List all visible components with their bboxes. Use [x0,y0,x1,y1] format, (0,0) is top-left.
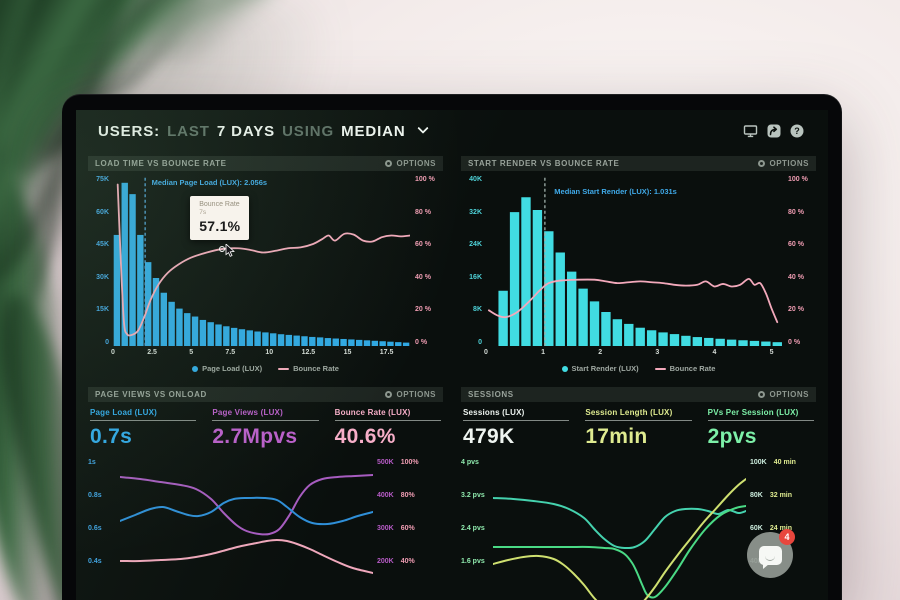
line-point-marker [219,245,226,252]
panel-header: SESSIONS OPTIONS [461,387,816,402]
y-axis-left: 40K 32K 24K 16K 8K 0 [469,176,482,346]
x-tick-label: 5 [189,349,194,356]
gear-icon [385,160,393,167]
panel-page-views: PAGE VIEWS VS ONLOAD OPTIONS Page Load (… [88,387,443,600]
y-axis-right: 100 % 80 % 60 % 40 % 20 % 0 % [788,176,808,346]
gear-icon [758,391,766,398]
x-tick-label: 12.5 [301,349,316,356]
median-annotation: Median Start Render (LUX): 1.031s [554,187,677,196]
x-tick-label: 5 [769,349,774,356]
sessions-chart[interactable]: 4 pvs 3.2 pvs 2.4 pvs 1.6 pvs 100K 40 min 80… [461,457,816,600]
x-tick-label: 1 [541,349,546,356]
metric-page-views: Page Views (LUX) 2.7Mpvs [212,408,319,449]
dashboard-title-dropdown[interactable]: USERS: LAST 7 DAYS USING MEDIAN [98,122,429,140]
panel-title: START RENDER VS BOUNCE RATE [468,159,620,168]
notification-badge: 4 [779,529,795,545]
panel-start-render: START RENDER VS BOUNCE RATE OPTIONS 40K 3… [461,156,816,373]
chat-widget-button[interactable]: 4 [747,529,795,578]
y-axis-right: 100 % 80 % 60 % 40 % 20 % 0 % [415,176,435,346]
svg-text:?: ? [794,126,800,136]
x-tick-label: 10 [265,349,274,356]
gear-icon [758,160,766,167]
panel-header: LOAD TIME VS BOUNCE RATE OPTIONS [88,156,443,171]
panel-header: START RENDER VS BOUNCE RATE OPTIONS [461,156,816,171]
page-views-chart[interactable]: 1s 0.8s 0.6s 0.4s 500K 100% 400K 80% 300K 60% … [88,457,443,600]
title-metric: MEDIAN [341,122,406,140]
options-button[interactable]: OPTIONS [385,159,436,168]
x-tick-label: 4 [712,349,717,356]
laptop-bezel: USERS: LAST 7 DAYS USING MEDIAN ? [62,94,842,600]
options-label: OPTIONS [396,390,436,399]
metric-row: Sessions (LUX) 479K Session Length (LUX)… [461,408,816,449]
y-axis-left: 75K 60K 45K 30K 15K 0 [96,176,109,346]
start-render-chart[interactable]: Median Start Render (LUX): 1.031s [486,176,783,346]
options-button[interactable]: OPTIONS [758,390,809,399]
panel-title: PAGE VIEWS VS ONLOAD [95,390,207,399]
chart-legend: Page Load (LUX) Bounce Rate [88,364,443,373]
options-button[interactable]: OPTIONS [758,159,809,168]
panel-title: LOAD TIME VS BOUNCE RATE [95,159,227,168]
median-annotation: Median Page Load (LUX): 2.056s [151,178,268,187]
chevron-down-icon [416,122,429,134]
legend-line-icon [278,367,290,370]
legend-line-icon [654,367,666,370]
x-tick-label: 0 [111,349,115,356]
chart-legend: Start Render (LUX) Bounce Rate [461,364,816,373]
x-axis: 0 1 2 3 4 5 [484,349,783,360]
panel-sessions: SESSIONS OPTIONS Sessions (LUX) 479K Ses… [461,387,816,600]
title-using-label: USING [282,122,335,140]
x-tick-label: 2.5 [147,349,157,356]
metric-pvs-per-session: PVs Per Session (LUX) 2pvs [707,408,814,449]
metric-row: Page Load (LUX) 0.7s Page Views (LUX) 2.… [88,408,443,449]
panel-load-time: LOAD TIME VS BOUNCE RATE OPTIONS 75K 60K 4… [88,156,443,373]
title-users-label: USERS: [98,122,161,140]
legend-dot-icon [192,365,199,372]
chat-bubble-icon [758,545,782,569]
help-icon[interactable]: ? [790,124,804,138]
dashboard-screen: USERS: LAST 7 DAYS USING MEDIAN ? [76,110,828,600]
load-time-chart[interactable]: Median Page Load (LUX): 2.056s Bounce Ra… [113,176,410,346]
metric-bounce-rate: Bounce Rate (LUX) 40.6% [334,408,441,449]
panel-title: SESSIONS [468,390,514,399]
gear-icon [385,391,393,398]
panel-header: PAGE VIEWS VS ONLOAD OPTIONS [88,387,443,402]
mouse-cursor-icon [225,244,235,257]
options-button[interactable]: OPTIONS [385,390,436,399]
x-tick-label: 3 [655,349,660,356]
display-icon[interactable] [743,124,758,138]
options-label: OPTIONS [396,159,436,168]
x-tick-label: 7.5 [225,349,236,356]
share-arrow-icon[interactable] [767,124,781,138]
x-tick-label: 17.5 [379,349,394,356]
metric-sessions: Sessions (LUX) 479K [463,408,570,449]
title-range: 7 DAYS [216,122,276,140]
x-tick-label: 15 [343,349,352,356]
metric-page-load: Page Load (LUX) 0.7s [90,408,197,449]
title-last-label: LAST [167,122,210,140]
options-label: OPTIONS [769,390,809,399]
x-axis: 0 2.5 5 7.5 10 12.5 15 17.5 [111,349,410,360]
legend-dot-icon [561,365,568,372]
chart-tooltip: Bounce Rate 7s 57.1% [190,196,250,241]
dashboard-header: USERS: LAST 7 DAYS USING MEDIAN ? [76,110,828,148]
x-tick-label: 0 [484,349,488,356]
panel-grid: LOAD TIME VS BOUNCE RATE OPTIONS 75K 60K 4… [76,148,828,600]
metric-session-length: Session Length (LUX) 17min [585,408,692,449]
x-tick-label: 2 [598,349,603,356]
options-label: OPTIONS [769,159,809,168]
